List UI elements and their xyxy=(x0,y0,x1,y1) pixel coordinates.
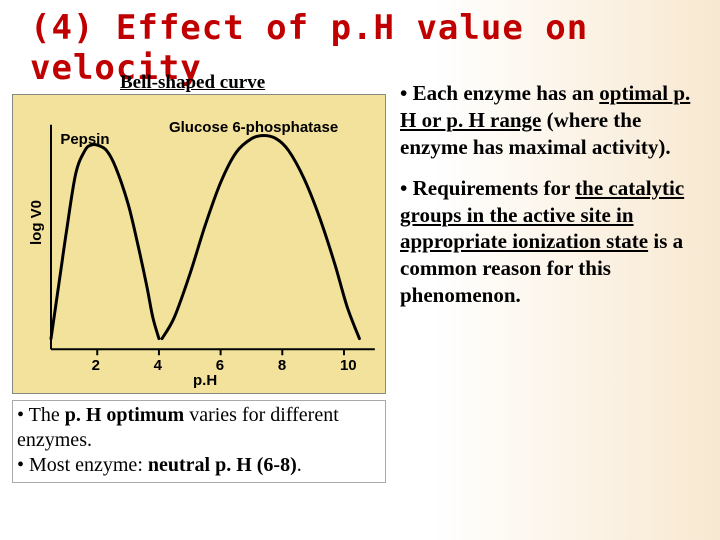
chart-xtick: 2 xyxy=(92,357,100,374)
left-notes: • The p. H optimum varies for different … xyxy=(12,400,386,483)
chart-xlabel: p.H xyxy=(193,372,217,389)
chart-xtick: 8 xyxy=(278,357,286,374)
text: • Most enzyme: xyxy=(17,454,148,476)
text: • Requirements for xyxy=(400,176,575,200)
right-para-2: • Requirements for the catalytic groups … xyxy=(400,175,708,309)
text-bold: neutral p. H (6-8) xyxy=(148,454,297,476)
right-para-1: • Each enzyme has an optimal p. H or p. … xyxy=(400,80,708,161)
text-bold: p. H optimum xyxy=(65,404,184,426)
right-column: • Each enzyme has an optimal p. H or p. … xyxy=(400,80,708,323)
chart-xtick: 10 xyxy=(340,357,357,374)
ph-chart: log V0 p.H Pepsin Glucose 6-phosphatase … xyxy=(12,94,386,394)
chart-xtick: 4 xyxy=(154,357,162,374)
enzyme-label-g6p: Glucose 6-phosphatase xyxy=(169,119,338,136)
text: • Each enzyme has an xyxy=(400,81,599,105)
enzyme-label-pepsin: Pepsin xyxy=(60,131,109,148)
chart-ylabel: log V0 xyxy=(28,200,45,245)
left-note-1: • The p. H optimum varies for different … xyxy=(17,403,381,453)
left-note-2: • Most enzyme: neutral p. H (6-8). xyxy=(17,453,381,478)
chart-xtick: 6 xyxy=(216,357,224,374)
curve-label: Bell-shaped curve xyxy=(120,72,265,94)
text: . xyxy=(297,454,302,476)
text: • The xyxy=(17,404,65,426)
